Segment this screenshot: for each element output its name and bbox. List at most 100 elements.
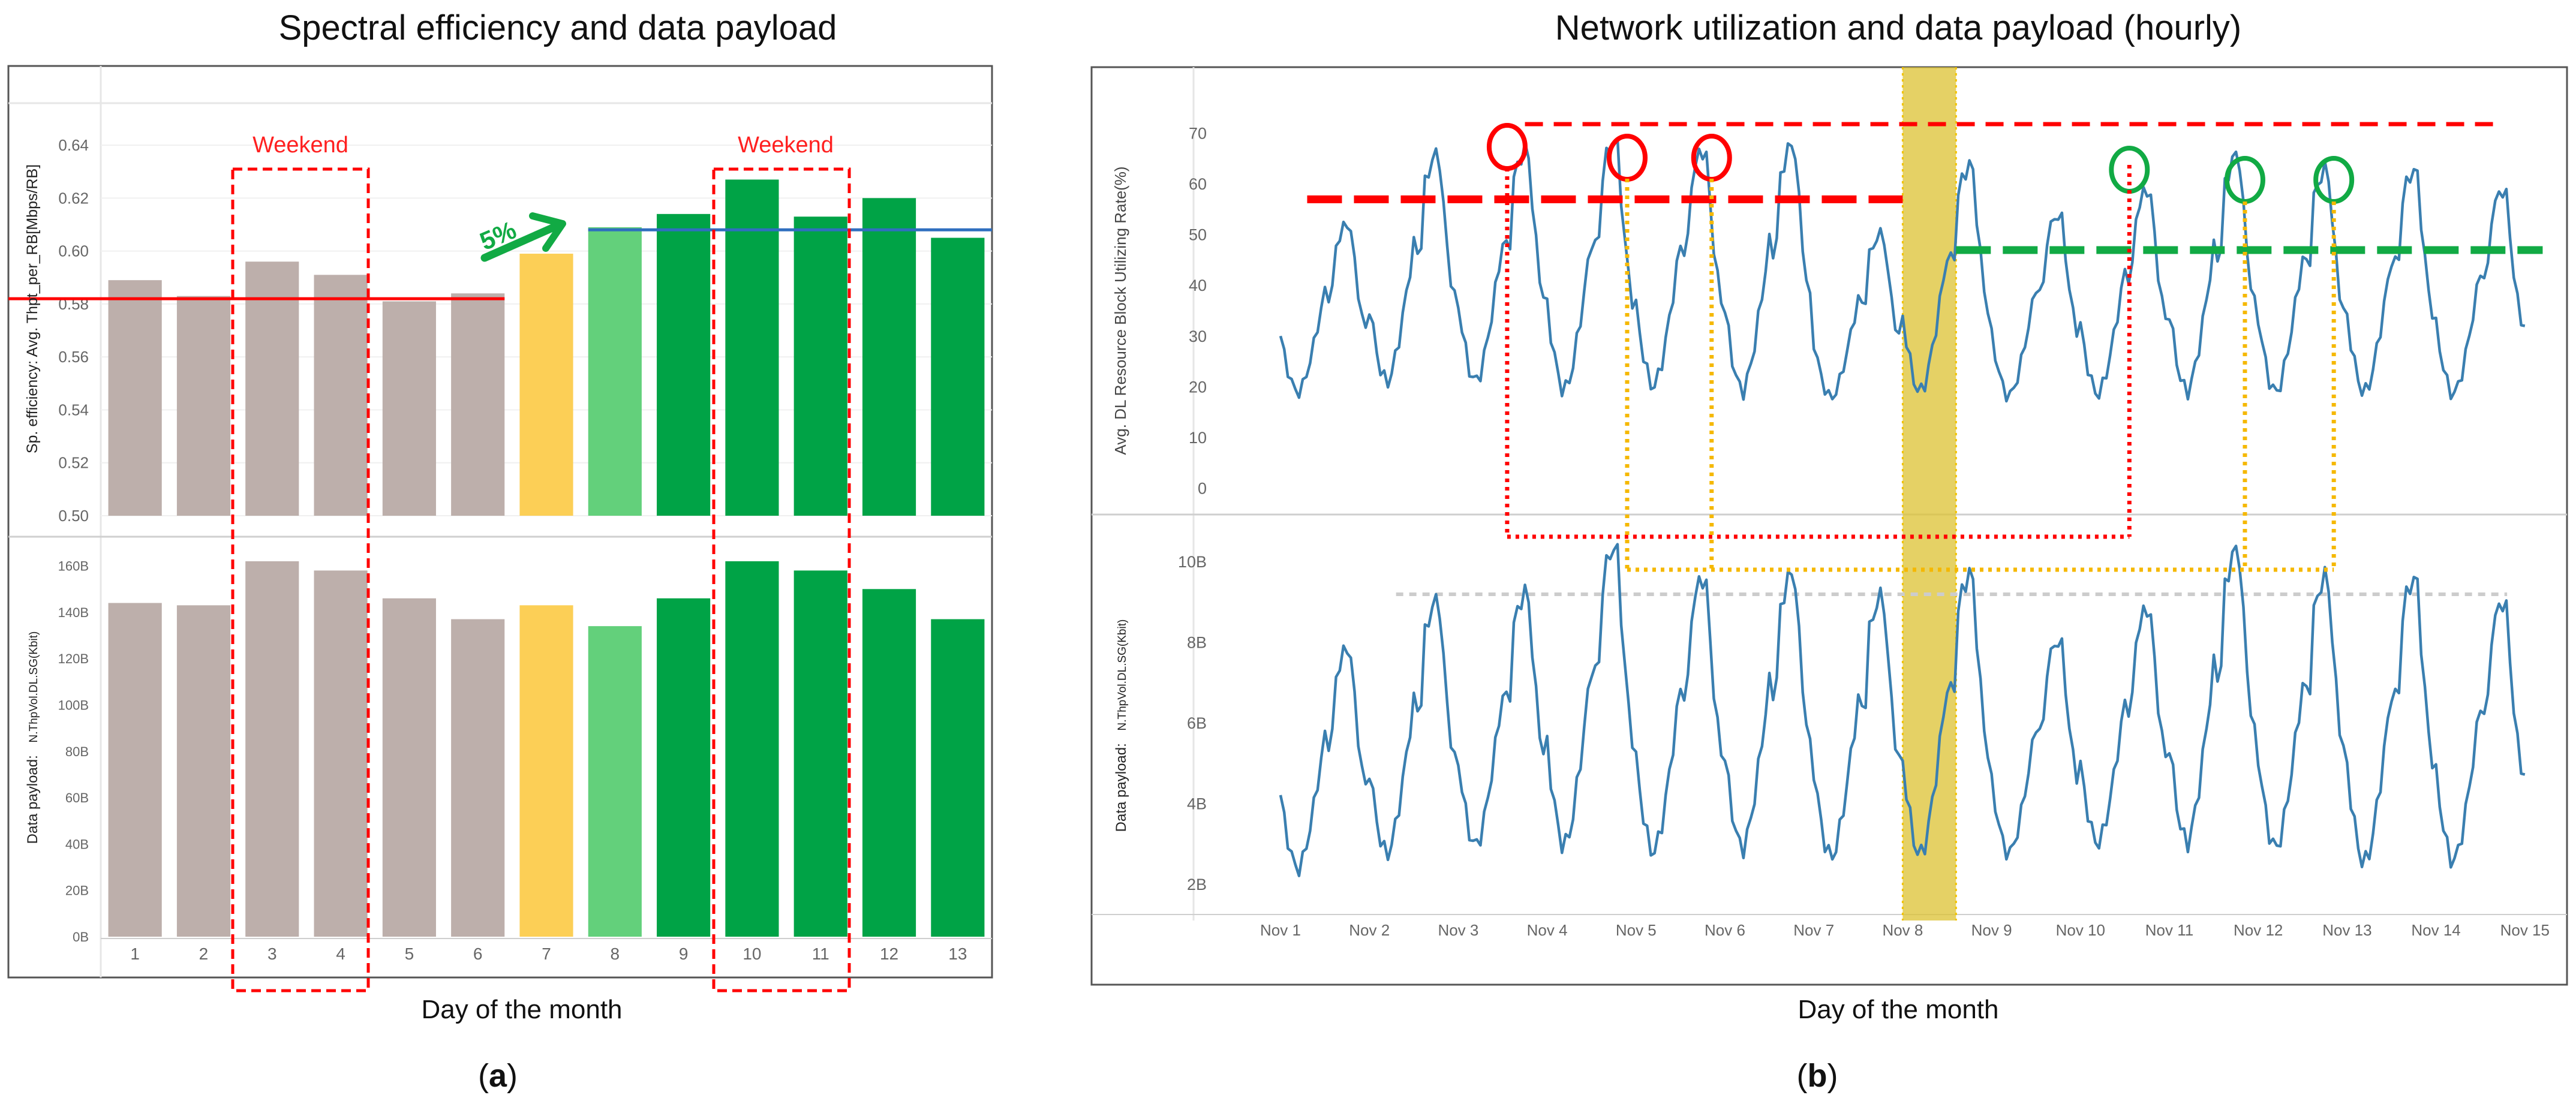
payload-bar-day-12 [862,589,916,937]
top-y-tick-label: 0 [1198,480,1207,498]
x-tick-label-day: 3 [267,944,277,963]
x-tick-label-nov: Nov 1 [1260,921,1301,939]
payload-bar-day-3 [245,561,299,937]
x-tick-label-nov: Nov 7 [1793,921,1834,939]
x-tick-label-day: 11 [812,944,829,963]
panel-a-title: Spectral efficiency and data payload [279,8,837,47]
panel-a-x-tick-labels: 1 2 3 4 5 6 7 8 9 10 11 12 13 [130,944,967,963]
bottom-y-tick-label: 0B [73,929,89,944]
panel-a-reference-lines [8,228,992,300]
bottom-y-tick-label: 20B [65,883,89,898]
efficiency-bar-day-7 [519,254,573,516]
efficiency-bar-day-12 [862,198,916,516]
weekend-box-2 [712,167,851,992]
panel-a-caption-open: ( [478,1058,489,1094]
panel-b-bottom-y-label-prefix: Data payload: [1113,743,1129,832]
weekend-label-2: Weekend [738,133,834,158]
panel-b-title: Network utilization and data payload (ho… [1555,8,2242,47]
payload-bar-day-4 [314,570,368,937]
payload-bar-day-1 [108,603,162,937]
top-y-tick-label: 0.64 [58,136,89,154]
bottom-y-tick-label: 60B [65,790,89,805]
x-tick-label-day: 7 [542,944,551,963]
efficiency-bar-day-13 [931,237,985,516]
weekend-label-1: Weekend [253,133,348,158]
panel-b-bottom-y-axis-label: Data payload: N.ThpVol.DL.SG(Kbit) [1113,619,1129,832]
top-y-tick-label: 0.52 [58,454,89,472]
efficiency-bar-day-10 [725,179,779,516]
hourly-payload-line [1279,543,2526,877]
payload-bar-day-8 [588,626,642,937]
panel-a-bottom-y-label-metric: N.ThpVol.DL.SG(Kbit) [28,631,40,743]
panel-b-x-axis-title: Day of the month [1798,995,1998,1024]
growth-arrow [480,221,562,262]
panel-b-caption-letter: b [1808,1058,1827,1094]
panel-b-top-y-tick-labels: 0 10 20 30 40 50 60 70 [1189,124,1207,497]
x-tick-label-nov: Nov 9 [1971,921,2012,939]
payload-bar-day-11 [793,570,847,937]
panel-b-top-y-axis-label: Avg. DL Resource Block Utilizing Rate(%) [1111,166,1129,455]
efficiency-bar-day-4 [314,275,368,516]
x-tick-label-nov: Nov 10 [2056,921,2105,939]
top-y-tick-label: 0.54 [58,401,89,419]
x-tick-label-nov: Nov 4 [1527,921,1568,939]
panel-a-top-y-axis-label: Sp. efficiency: Avg. Thpt_per_RB[Mbps/RB… [24,164,41,453]
efficiency-bar-day-11 [793,216,847,516]
panel-a-bottom-y-label-prefix: Data payload: [25,755,41,844]
x-tick-label-day: 13 [948,944,967,963]
panel-a-x-axis-title: Day of the month [421,995,622,1024]
efficiency-bar-day-2 [176,296,231,516]
bottom-y-tick-label: 140B [58,605,89,620]
top-y-tick-label: 0.62 [58,189,89,207]
x-tick-label-day: 10 [743,944,761,963]
bottom-y-tick-label: 8B [1187,634,1207,652]
top-y-tick-label: 50 [1189,226,1207,244]
panel-a: Spectral efficiency and data payload 0.5… [7,8,993,1094]
x-tick-label-day: 9 [679,944,689,963]
x-tick-label-nov: Nov 13 [2322,921,2371,939]
x-tick-label-nov: Nov 15 [2500,921,2550,939]
x-tick-label-day: 6 [473,944,483,963]
efficiency-bar-day-6 [451,293,505,516]
payload-bar-day-10 [725,561,779,937]
payload-bar-day-5 [382,598,436,937]
top-y-tick-label: 70 [1189,124,1207,142]
x-tick-label-day: 5 [405,944,414,963]
panel-a-caption-letter: a [489,1058,507,1094]
top-y-tick-label: 30 [1189,327,1207,345]
x-tick-label-day: 8 [611,944,620,963]
panel-b-annotations [1307,122,2543,572]
efficiency-bar-day-5 [382,301,436,516]
top-y-tick-label: 0.50 [58,507,89,525]
x-tick-label-nov: Nov 14 [2411,921,2460,939]
x-tick-label-nov: Nov 5 [1616,921,1657,939]
top-y-tick-label: 0.60 [58,242,89,260]
x-tick-label-nov: Nov 8 [1882,921,1923,939]
x-tick-label-nov: Nov 11 [2145,921,2193,939]
bottom-y-tick-label: 4B [1187,795,1207,813]
x-tick-label-day: 4 [336,944,345,963]
growth-arrow-head [529,212,566,252]
panel-b-caption: (b) [1797,1058,1838,1094]
panel-b-caption-open: ( [1797,1058,1808,1094]
x-tick-label-nov: Nov 12 [2234,921,2283,939]
payload-bar-day-6 [451,619,505,937]
panel-b-bottom-y-label-metric: N.ThpVol.DL.SG(Kbit) [1116,619,1129,731]
panel-a-bottom-y-axis-label: Data payload: N.ThpVol.DL.SG(Kbit) [25,631,41,844]
panel-b-caption-close: ) [1827,1058,1838,1094]
bottom-y-tick-label: 100B [58,698,89,713]
top-y-tick-label: 40 [1189,276,1207,294]
panel-a-payload-bars [108,561,985,937]
top-y-tick-label: 10 [1189,429,1207,447]
x-tick-label-day: 12 [880,944,898,963]
x-tick-label-day: 1 [130,944,140,963]
panel-a-caption-close: ) [507,1058,518,1094]
bottom-y-tick-label: 2B [1187,876,1207,894]
bottom-y-tick-label: 80B [65,744,89,759]
panel-b-frame [1090,66,2568,986]
panel-a-bottom-y-tick-labels: 0B 20B 40B 60B 80B 100B 120B 140B 160B [58,559,89,944]
panel-a-caption: (a) [478,1058,518,1094]
top-y-tick-label: 20 [1189,378,1207,396]
payload-bar-day-7 [519,605,573,937]
